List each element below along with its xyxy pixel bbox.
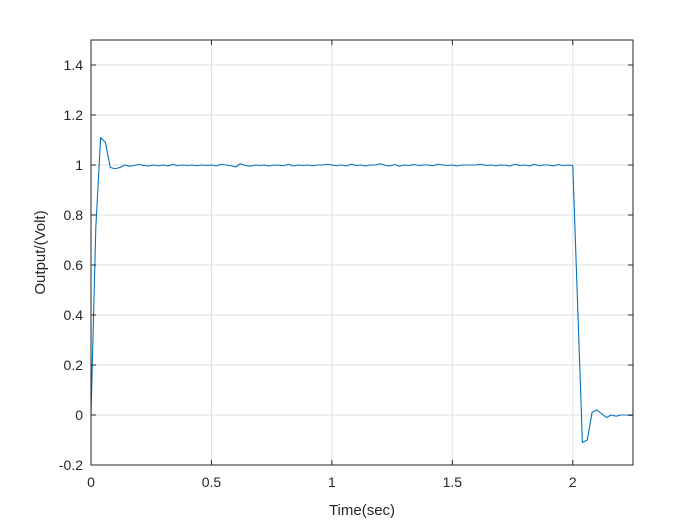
y-tick-label: 0.6 [64, 257, 84, 273]
x-tick-label: 2 [569, 474, 577, 490]
y-tick-label: -0.2 [59, 457, 83, 473]
y-tick-label: 1.4 [64, 57, 84, 73]
x-tick-labels: 0 0.5 1 1.5 2 [87, 474, 577, 490]
axes-frame [90, 39, 634, 466]
y-tick-label: 0.2 [64, 357, 84, 373]
series-layer [90, 136, 634, 444]
x-tick-label: 0.5 [202, 474, 222, 490]
grid [90, 40, 633, 466]
y-tick-label: 1.2 [64, 107, 84, 123]
y-axis-label: Output/(Volt) [32, 210, 49, 294]
x-tick-label: 0 [87, 474, 95, 490]
y-tick-label: 0.4 [64, 307, 84, 323]
x-axis-label: Time(sec) [329, 502, 395, 519]
series-line [90, 136, 634, 444]
x-tick-label: 1 [328, 474, 336, 490]
plot-area [91, 40, 633, 465]
y-tick-label: 0.8 [64, 207, 84, 223]
tick-marks [90, 40, 633, 466]
x-tick-label: 1.5 [443, 474, 463, 490]
y-tick-label: 0 [75, 407, 83, 423]
y-tick-label: 1 [75, 157, 83, 173]
y-tick-labels: -0.2 0 0.2 0.4 0.6 0.8 1 1.2 1.4 [59, 57, 83, 473]
